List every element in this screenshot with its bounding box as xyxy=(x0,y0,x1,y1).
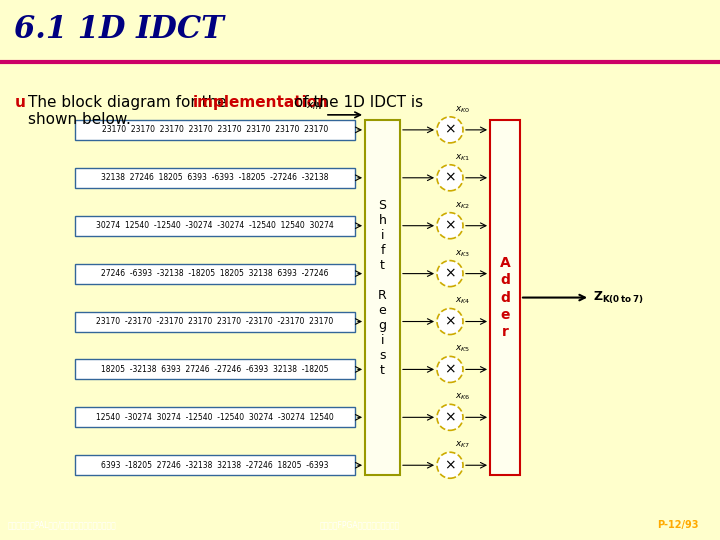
Circle shape xyxy=(437,261,463,287)
Text: $\times$: $\times$ xyxy=(444,458,456,472)
Bar xyxy=(490,120,520,475)
Circle shape xyxy=(437,452,463,478)
Text: $x_{K1}$: $x_{K1}$ xyxy=(455,152,470,163)
Bar xyxy=(75,264,355,284)
Text: $\times$: $\times$ xyxy=(444,219,456,233)
Bar xyxy=(75,168,355,188)
Circle shape xyxy=(437,404,463,430)
Text: 30274  12540  -12540  -30274  -30274  -12540  12540  30274: 30274 12540 -12540 -30274 -30274 -12540 … xyxy=(96,221,334,230)
Text: $x_{K6}$: $x_{K6}$ xyxy=(455,392,470,402)
Text: $x_{K5}$: $x_{K5}$ xyxy=(455,344,470,354)
Text: u: u xyxy=(15,95,26,110)
Circle shape xyxy=(437,213,463,239)
Text: of the 1D IDCT is: of the 1D IDCT is xyxy=(289,95,423,110)
Text: A
d
d
e
r: A d d e r xyxy=(500,256,510,339)
Circle shape xyxy=(437,356,463,382)
Text: 6393  -18205  27246  -32138  32138  -27246  18205  -6393: 6393 -18205 27246 -32138 32138 -27246 18… xyxy=(102,461,329,470)
Text: implementation: implementation xyxy=(193,95,329,110)
Text: 23170  -23170  -23170  23170  23170  -23170  -23170  23170: 23170 -23170 -23170 23170 23170 -23170 -… xyxy=(96,317,333,326)
Bar xyxy=(75,120,355,140)
Circle shape xyxy=(437,117,463,143)
Text: 教育部顧問室PAL聯盟/系統源型與軟硬體整合設計: 教育部顧問室PAL聯盟/系統源型與軟硬體整合設計 xyxy=(7,521,116,530)
Text: 第六章：FPGA核級與硬體介面設計: 第六章：FPGA核級與硬體介面設計 xyxy=(320,521,400,530)
Bar xyxy=(365,120,400,475)
Text: 12540  -30274  30274  -12540  -12540  30274  -30274  12540: 12540 -30274 30274 -12540 -12540 30274 -… xyxy=(96,413,334,422)
Text: P-12/93: P-12/93 xyxy=(657,520,698,530)
Text: $x_{K2}$: $x_{K2}$ xyxy=(455,200,470,211)
Circle shape xyxy=(437,165,463,191)
Text: The block diagram for the: The block diagram for the xyxy=(28,95,232,110)
Bar xyxy=(75,360,355,380)
Text: shown below.: shown below. xyxy=(28,112,131,127)
Text: $\mathbf{Z_{K(0\,to\,7)}}$: $\mathbf{Z_{K(0\,to\,7)}}$ xyxy=(593,289,644,306)
Text: $x_{K3}$: $x_{K3}$ xyxy=(455,248,470,259)
Text: $x_{K7}$: $x_{K7}$ xyxy=(455,440,470,450)
Text: $\times$: $\times$ xyxy=(444,410,456,424)
Text: S
h
i
f
t
 
R
e
g
i
s
t: S h i f t R e g i s t xyxy=(378,199,387,376)
Text: $\times$: $\times$ xyxy=(444,171,456,185)
Text: $x_{K0}$: $x_{K0}$ xyxy=(455,104,470,115)
Text: $\times$: $\times$ xyxy=(444,362,456,376)
Bar xyxy=(75,455,355,475)
Circle shape xyxy=(437,308,463,335)
Bar xyxy=(75,407,355,427)
Text: 23170  23170  23170  23170  23170  23170  23170  23170: 23170 23170 23170 23170 23170 23170 2317… xyxy=(102,125,328,134)
Text: $\times$: $\times$ xyxy=(444,314,456,328)
Text: 6.1 1D IDCT: 6.1 1D IDCT xyxy=(14,14,224,45)
Text: $\times$: $\times$ xyxy=(444,267,456,281)
Text: 27246  -6393  -32138  -18205  18205  32138  6393  -27246: 27246 -6393 -32138 -18205 18205 32138 63… xyxy=(102,269,329,278)
Text: 32138  27246  18205  6393  -6393  -18205  -27246  -32138: 32138 27246 18205 6393 -6393 -18205 -272… xyxy=(102,173,329,183)
Text: 18205  -32138  6393  27246  -27246  -6393  32138  -18205: 18205 -32138 6393 27246 -27246 -6393 321… xyxy=(102,365,329,374)
Text: $\times$: $\times$ xyxy=(444,123,456,137)
Text: $x_{IN}$: $x_{IN}$ xyxy=(306,100,323,112)
Bar xyxy=(75,312,355,332)
Bar xyxy=(75,215,355,235)
Text: $x_{K4}$: $x_{K4}$ xyxy=(455,296,470,307)
